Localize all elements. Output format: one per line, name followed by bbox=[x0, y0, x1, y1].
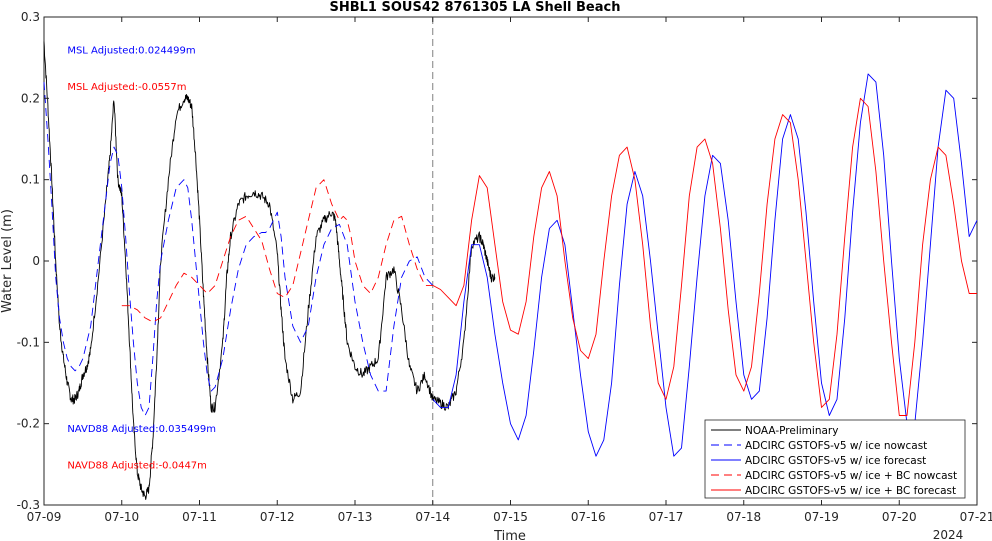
legend-label: ADCIRC GSTOFS-v5 w/ ice + BC nowcast bbox=[745, 470, 957, 482]
datum-annotation: NAVD88 Adjusted:0.035499m bbox=[67, 424, 216, 435]
x-tick-label: 07-14 bbox=[415, 510, 450, 524]
y-tick-label: -0.3 bbox=[17, 498, 40, 512]
x-tick-label: 07-16 bbox=[571, 510, 606, 524]
x-axis-label: Time bbox=[493, 529, 526, 541]
y-tick-label: 0.3 bbox=[21, 10, 40, 24]
legend-box bbox=[704, 419, 966, 499]
y-tick-label: 0.2 bbox=[21, 91, 40, 105]
x-tick-label: 07-11 bbox=[182, 510, 217, 524]
x-tick-label: 07-15 bbox=[493, 510, 528, 524]
datum-annotation: MSL Adjusted:0.024499m bbox=[67, 46, 195, 57]
y-tick-label: -0.2 bbox=[17, 417, 40, 431]
legend-label: ADCIRC GSTOFS-v5 w/ ice nowcast bbox=[745, 440, 927, 452]
legend-label: NOAA-Preliminary bbox=[745, 425, 838, 437]
x-tick-label: 07-19 bbox=[804, 510, 839, 524]
y-tick-label: 0.1 bbox=[21, 173, 40, 187]
series-line-4 bbox=[121, 179, 433, 323]
y-axis-label: Water Level (m) bbox=[0, 209, 15, 313]
series-line-5 bbox=[432, 97, 977, 416]
datum-annotation: NAVD88 Adjusted:-0.0447m bbox=[67, 460, 207, 471]
x-tick-label: 07-17 bbox=[649, 510, 684, 524]
x-tick-label: 07-10 bbox=[104, 510, 139, 524]
x-tick-label: 07-09 bbox=[27, 510, 62, 524]
y-tick-label: 0 bbox=[32, 254, 40, 268]
x-tick-label: 07-13 bbox=[338, 510, 373, 524]
series-line-2 bbox=[43, 82, 434, 416]
x-tick-label: 07-12 bbox=[260, 510, 295, 524]
series-line-3 bbox=[432, 73, 978, 457]
series-line-1 bbox=[43, 41, 496, 500]
legend: NOAA-Preliminary ADCIRC GSTOFS-v5 w/ ice … bbox=[704, 419, 966, 499]
legend-label: ADCIRC GSTOFS-v5 w/ ice + BC forecast bbox=[745, 485, 956, 497]
x-tick-label: 07-20 bbox=[882, 510, 917, 524]
x-tick-label: 07-18 bbox=[726, 510, 761, 524]
y-tick-label: -0.1 bbox=[17, 335, 40, 349]
legend-label: ADCIRC GSTOFS-v5 w/ ice forecast bbox=[745, 455, 926, 467]
chart-title: SHBL1 SOUS42 8761305 LA Shell Beach bbox=[329, 0, 620, 15]
x-axis-year: 2024 bbox=[933, 528, 964, 541]
datum-annotation: MSL Adjusted:-0.0557m bbox=[67, 82, 186, 93]
x-tick-label: 07-21 bbox=[960, 510, 992, 524]
